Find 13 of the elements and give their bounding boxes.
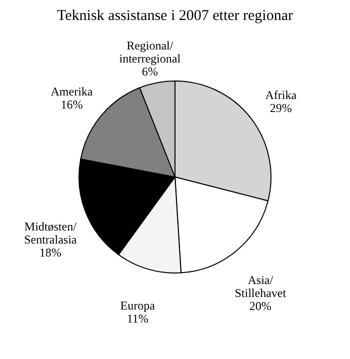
slice-label: Afrika xyxy=(265,88,298,102)
data-label: 11% xyxy=(126,312,148,326)
data-label: 29% xyxy=(270,100,292,115)
slice-label: Amerika xyxy=(50,84,94,99)
slice-label: Regional/interregional xyxy=(119,38,182,66)
slice-label: Europa xyxy=(120,298,156,313)
slice-label: Asia/Stillehavet xyxy=(234,273,287,300)
data-label: 18% xyxy=(39,245,62,260)
data-label: 16% xyxy=(60,98,83,112)
slice-label: Midtøsten/Sentralasia xyxy=(24,219,78,246)
data-label: 6% xyxy=(142,64,158,78)
chart-title: Teknisk assistanse i 2007 etter regionar xyxy=(57,8,293,24)
data-label: 20% xyxy=(249,299,272,314)
